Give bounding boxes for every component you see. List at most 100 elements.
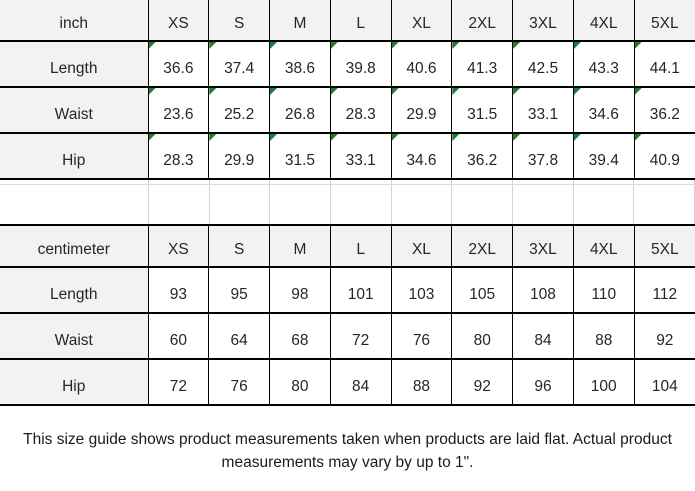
- gap-column: [452, 180, 514, 224]
- measurement-value-cell: 33.1: [329, 132, 392, 180]
- size-header-cell: 3XL: [512, 224, 574, 268]
- measurement-value-cell: 36.2: [451, 132, 514, 180]
- excel-flag-triangle-icon: [331, 135, 338, 141]
- size-guide-note: This size guide shows product measuremen…: [0, 428, 695, 474]
- measurement-value-cell: 33.1: [512, 86, 574, 134]
- measurement-row: Hip 72 76 80 84 88 92 96 100 104: [0, 358, 695, 406]
- centimeter-size-table: centimeter XS S M L XL 2XL 3XL 4XL 5XL Length 93 95 9…: [0, 224, 695, 406]
- excel-flag-triangle-icon: [209, 135, 217, 141]
- size-header-cell: 2XL: [451, 224, 514, 268]
- measurement-row: Waist 23.6 25.2 26.8 28.3 29.9 31.5 33.1 34.6 36.…: [0, 86, 695, 134]
- measurement-label-cell: Waist: [0, 86, 149, 134]
- measurement-value-cell: 88: [572, 312, 635, 360]
- excel-flag-triangle-icon: [513, 89, 521, 95]
- size-header-cell: XS: [147, 224, 210, 268]
- size-guide-note-line: This size guide shows product measuremen…: [23, 431, 672, 448]
- size-header-cell: 2XL: [451, 0, 514, 42]
- excel-flag-triangle-icon: [574, 135, 581, 141]
- measurement-value-cell: 104: [633, 358, 695, 406]
- size-guide-note-line: measurements may vary by up to 1".: [221, 454, 474, 471]
- excel-flag-triangle-icon: [270, 43, 278, 49]
- excel-flag-triangle-icon: [209, 89, 217, 95]
- measurement-value-cell: 76: [208, 358, 271, 406]
- measurement-value-cell: 84: [329, 358, 392, 406]
- measurement-value-cell: 37.4: [208, 40, 271, 88]
- measurement-value-cell: 31.5: [451, 86, 514, 134]
- gap-gridline: [0, 184, 695, 185]
- measurement-value-cell: 92: [633, 312, 695, 360]
- measurement-value-cell: 105: [451, 266, 514, 314]
- measurement-value-cell: 80: [269, 358, 331, 406]
- size-header-cell: XL: [390, 224, 453, 268]
- excel-flag-triangle-icon: [574, 43, 581, 49]
- excel-flag-triangle-icon: [331, 43, 338, 49]
- measurement-value-cell: 40.9: [633, 132, 695, 180]
- measurement-value-cell: 95: [208, 266, 271, 314]
- measurement-value-cell: 44.1: [633, 40, 695, 88]
- measurement-value-cell: 108: [512, 266, 574, 314]
- excel-flag-triangle-icon: [148, 135, 156, 141]
- measurement-value-cell: 29.9: [208, 132, 271, 180]
- measurement-value-cell: 112: [633, 266, 695, 314]
- measurement-value-cell: 80: [451, 312, 514, 360]
- measurement-value-cell: 72: [329, 312, 392, 360]
- measurement-row: Hip 28.3 29.9 31.5 33.1 34.6 36.2 37.8 39.4 40.9: [0, 132, 695, 180]
- measurement-value-cell: 72: [147, 358, 210, 406]
- gap-column: [634, 180, 695, 224]
- excel-flag-triangle-icon: [635, 135, 642, 141]
- measurement-value-cell: 28.3: [147, 132, 210, 180]
- measurement-value-cell: 64: [208, 312, 271, 360]
- size-header-cell: L: [329, 0, 392, 42]
- measurement-value-cell: 110: [572, 266, 635, 314]
- excel-flag-triangle-icon: [270, 89, 278, 95]
- measurement-row: Length 36.6 37.4 38.6 39.8 40.6 41.3 42.5 43.3 44…: [0, 40, 695, 88]
- measurement-value-cell: 31.5: [269, 132, 331, 180]
- excel-flag-triangle-icon: [513, 135, 521, 141]
- measurement-value-cell: 40.6: [390, 40, 453, 88]
- size-header-cell: L: [329, 224, 392, 268]
- measurement-value-cell: 92: [451, 358, 514, 406]
- unit-label-cell: inch: [0, 0, 149, 42]
- excel-flag-triangle-icon: [148, 43, 156, 49]
- measurement-row: Length 93 95 98 101 103 105 108 110 112: [0, 266, 695, 314]
- gap-column: [331, 180, 392, 224]
- excel-flag-triangle-icon: [574, 89, 581, 95]
- measurement-value-cell: 93: [147, 266, 210, 314]
- size-header-cell: S: [208, 0, 271, 42]
- excel-flag-triangle-icon: [392, 89, 399, 95]
- measurement-value-cell: 41.3: [451, 40, 514, 88]
- measurement-label-cell: Hip: [0, 132, 149, 180]
- excel-flag-triangle-icon: [209, 43, 217, 49]
- measurement-label-cell: Length: [0, 266, 149, 314]
- excel-flag-triangle-icon: [452, 43, 460, 49]
- unit-label-cell: centimeter: [0, 224, 149, 268]
- excel-flag-triangle-icon: [392, 43, 399, 49]
- spreadsheet-gap-gridlines: [0, 180, 695, 224]
- excel-flag-triangle-icon: [452, 89, 460, 95]
- size-header-cell: M: [269, 0, 331, 42]
- size-guide: inch XS S M L XL 2XL 3XL 4XL 5XL Length 36.6 37.4 38.…: [0, 0, 695, 474]
- excel-flag-triangle-icon: [392, 135, 399, 141]
- excel-flag-triangle-icon: [635, 89, 642, 95]
- gap-column: [574, 180, 635, 224]
- gap-column: [0, 180, 149, 224]
- gap-column: [270, 180, 332, 224]
- measurement-value-cell: 36.2: [633, 86, 695, 134]
- size-header-cell: S: [208, 224, 271, 268]
- measurement-label-cell: Length: [0, 40, 149, 88]
- size-header-cell: 5XL: [633, 0, 695, 42]
- excel-flag-triangle-icon: [635, 43, 642, 49]
- measurement-label-cell: Hip: [0, 358, 149, 406]
- excel-flag-triangle-icon: [148, 89, 156, 95]
- measurement-label-cell: Waist: [0, 312, 149, 360]
- size-header-cell: M: [269, 224, 331, 268]
- gap-column: [149, 180, 210, 224]
- measurement-value-cell: 26.8: [269, 86, 331, 134]
- measurement-value-cell: 23.6: [147, 86, 210, 134]
- gap-column: [513, 180, 574, 224]
- measurement-value-cell: 28.3: [329, 86, 392, 134]
- measurement-value-cell: 38.6: [269, 40, 331, 88]
- gap-column: [392, 180, 453, 224]
- size-header-cell: 4XL: [572, 224, 635, 268]
- measurement-value-cell: 98: [269, 266, 331, 314]
